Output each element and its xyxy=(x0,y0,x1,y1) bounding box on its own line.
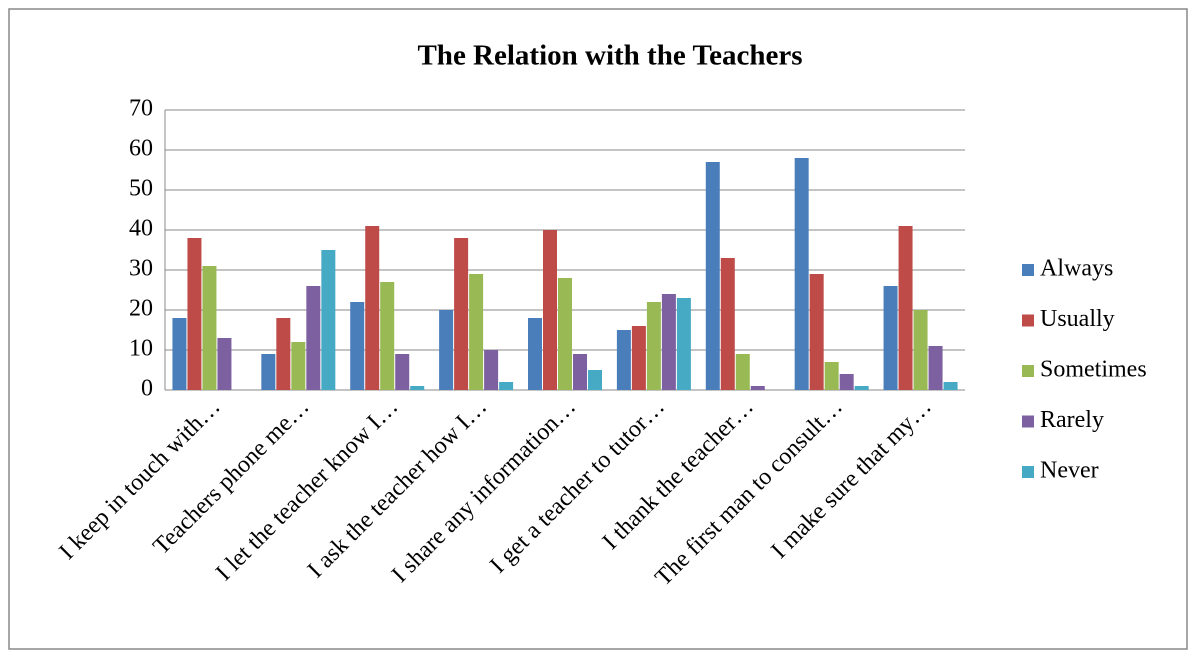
legend-label: Always xyxy=(1040,256,1113,282)
bar xyxy=(824,362,839,390)
bar xyxy=(631,326,646,390)
bar xyxy=(898,226,913,390)
bar xyxy=(439,310,454,390)
bar xyxy=(809,274,824,390)
bar xyxy=(883,286,898,390)
bar xyxy=(588,370,602,390)
bar xyxy=(484,350,499,390)
bar xyxy=(543,230,557,390)
y-tick-label: 30 xyxy=(129,256,153,282)
bar xyxy=(172,318,187,390)
bar xyxy=(217,338,232,390)
bar xyxy=(187,238,202,390)
bar xyxy=(750,386,765,390)
bar xyxy=(573,354,587,390)
y-tick-label: 10 xyxy=(129,336,153,362)
bar xyxy=(528,318,542,390)
y-tick-label: 20 xyxy=(129,296,153,322)
bar xyxy=(616,330,631,390)
bar xyxy=(661,294,676,390)
bar xyxy=(735,354,750,390)
bar xyxy=(720,258,735,390)
legend-swatch xyxy=(1022,466,1034,478)
bar xyxy=(646,302,661,390)
bar xyxy=(454,238,469,390)
bar xyxy=(276,318,291,390)
bar xyxy=(410,386,425,390)
bar xyxy=(705,162,720,390)
bar xyxy=(794,158,809,390)
bar xyxy=(928,346,943,390)
y-tick-label: 50 xyxy=(129,176,153,202)
bar xyxy=(469,274,484,390)
y-tick-label: 70 xyxy=(129,96,153,122)
bar xyxy=(306,286,321,390)
bar xyxy=(854,386,869,390)
bar xyxy=(558,278,572,390)
bar xyxy=(321,250,336,390)
bar xyxy=(839,374,854,390)
legend-swatch xyxy=(1022,365,1034,377)
bar xyxy=(291,342,306,390)
bar xyxy=(499,382,514,390)
legend-swatch xyxy=(1022,264,1034,276)
bar xyxy=(913,310,928,390)
legend-swatch xyxy=(1022,415,1034,428)
legend-label: Never xyxy=(1040,458,1099,484)
y-tick-label: 60 xyxy=(129,136,153,162)
legend-label: Rarely xyxy=(1040,407,1104,433)
bar xyxy=(202,266,217,390)
bar xyxy=(261,354,276,390)
legend-label: Sometimes xyxy=(1040,357,1147,383)
y-tick-label: 40 xyxy=(129,216,153,242)
bar xyxy=(943,382,958,390)
bar xyxy=(676,298,691,390)
legend-label: Usually xyxy=(1040,306,1115,332)
bar xyxy=(365,226,380,390)
bar xyxy=(380,282,395,390)
y-tick-label: 0 xyxy=(141,376,153,402)
bar xyxy=(395,354,410,390)
chart-title: The Relation with the Teachers xyxy=(417,40,802,72)
bar xyxy=(350,302,365,390)
legend-swatch xyxy=(1022,314,1034,327)
